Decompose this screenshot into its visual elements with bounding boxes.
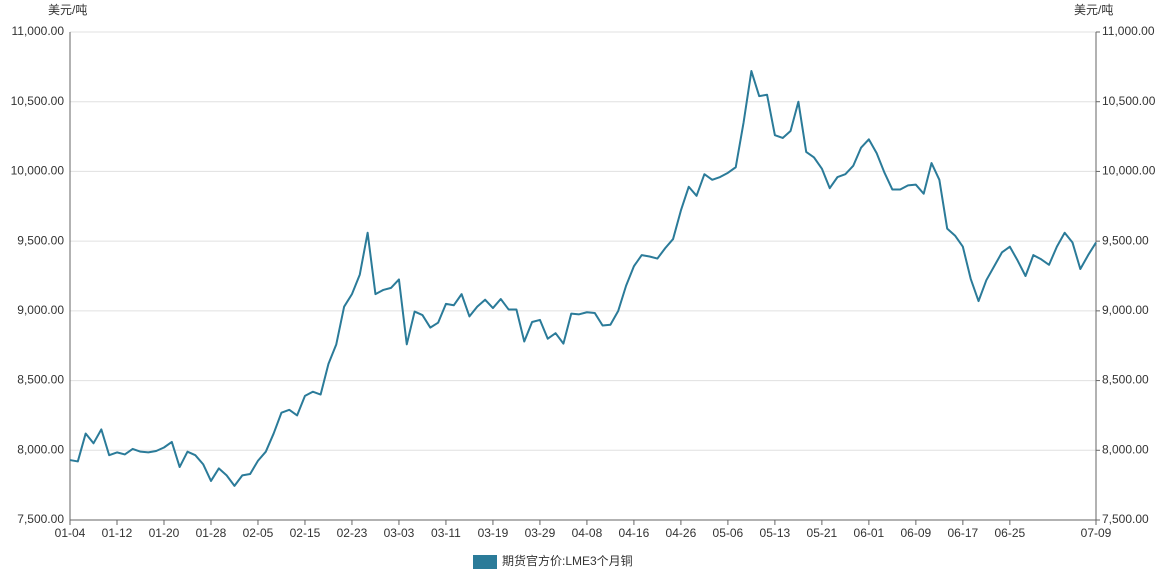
x-tick-label: 02-23	[337, 526, 368, 540]
x-tick-label: 04-08	[572, 526, 603, 540]
x-tick-label: 02-15	[290, 526, 321, 540]
legend-label: 期货官方价:LME3个月铜	[502, 553, 633, 568]
y2-tick-label: 11,000.00	[1102, 24, 1155, 38]
y2-tick-label: 10,000.00	[1102, 164, 1156, 178]
y-tick-label: 8,000.00	[17, 442, 64, 456]
y-tick-label: 7,500.00	[17, 512, 64, 526]
y-tick-label: 10,000.00	[11, 164, 65, 178]
y2-axis-unit: 美元/吨	[1074, 3, 1113, 17]
x-tick-label: 06-25	[994, 526, 1025, 540]
y-tick-label: 9,500.00	[17, 233, 64, 247]
x-tick-label: 02-05	[243, 526, 274, 540]
y2-tick-label: 8,500.00	[1102, 373, 1149, 387]
x-tick-label: 05-21	[807, 526, 838, 540]
x-tick-label: 03-03	[384, 526, 415, 540]
x-tick-label: 03-29	[525, 526, 556, 540]
y2-tick-label: 9,000.00	[1102, 303, 1149, 317]
x-tick-label: 06-01	[854, 526, 885, 540]
y-axis-unit: 美元/吨	[48, 3, 87, 17]
legend-swatch	[473, 555, 497, 569]
x-tick-label: 01-20	[149, 526, 180, 540]
y-tick-label: 9,000.00	[17, 303, 64, 317]
x-tick-label: 01-12	[102, 526, 133, 540]
x-tick-label: 04-26	[666, 526, 697, 540]
y2-tick-label: 10,500.00	[1102, 94, 1156, 108]
y2-tick-label: 9,500.00	[1102, 233, 1149, 247]
y2-tick-label: 8,000.00	[1102, 442, 1149, 456]
y2-tick-label: 7,500.00	[1102, 512, 1149, 526]
x-tick-label: 01-28	[196, 526, 227, 540]
x-tick-label: 07-09	[1081, 526, 1112, 540]
y-tick-label: 11,000.00	[12, 24, 65, 38]
x-tick-label: 01-04	[55, 526, 86, 540]
y-tick-label: 10,500.00	[11, 94, 65, 108]
x-tick-label: 06-17	[948, 526, 979, 540]
y-tick-label: 8,500.00	[17, 373, 64, 387]
x-tick-label: 03-11	[431, 526, 461, 540]
x-tick-label: 04-16	[619, 526, 650, 540]
x-tick-label: 05-13	[760, 526, 791, 540]
x-tick-label: 05-06	[713, 526, 744, 540]
series-line	[69, 70, 1097, 487]
x-tick-label: 03-19	[478, 526, 509, 540]
x-tick-label: 06-09	[901, 526, 932, 540]
